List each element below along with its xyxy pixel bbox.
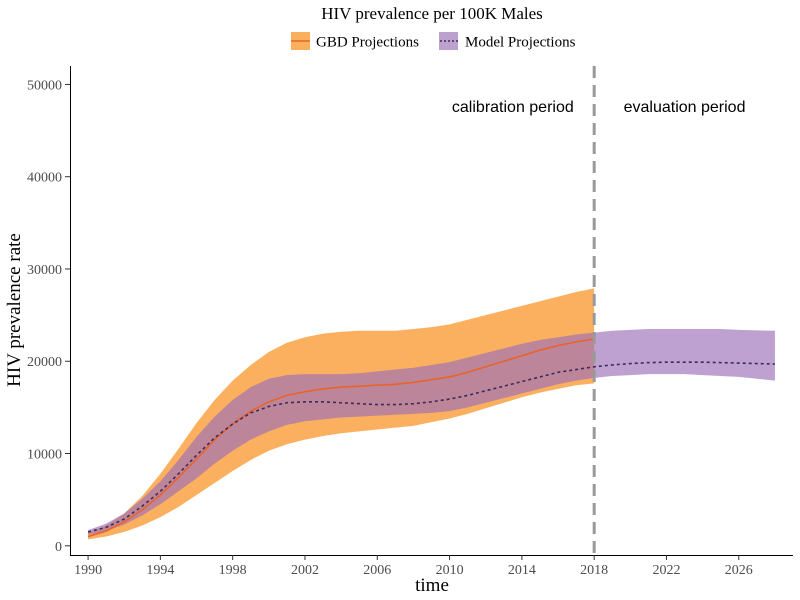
legend-item-gbd: GBD Projections bbox=[291, 32, 419, 51]
band-model bbox=[88, 328, 775, 535]
legend: GBD Projections Model Projections bbox=[291, 32, 576, 51]
x-tick-label: 2010 bbox=[436, 563, 464, 578]
line-model bbox=[87, 361, 775, 533]
x-tick-label: 2026 bbox=[725, 563, 753, 578]
legend-label-gbd: GBD Projections bbox=[316, 35, 419, 51]
bands bbox=[88, 288, 775, 540]
x-axis-title: time bbox=[415, 575, 449, 596]
y-tick-label: 30000 bbox=[27, 263, 62, 278]
y-ticks: 0 10000 20000 30000 40000 50000 bbox=[27, 78, 70, 555]
x-tick-label: 2006 bbox=[363, 563, 391, 578]
y-tick-label: 40000 bbox=[27, 171, 62, 186]
x-ticks: 1990 1994 1998 2002 2006 2010 2014 2018 2022 2026 bbox=[74, 555, 753, 578]
chart-title: HIV prevalence per 100K Males bbox=[321, 4, 543, 23]
y-axis-title: HIV prevalence rate bbox=[4, 233, 25, 387]
y-tick-label: 0 bbox=[55, 540, 62, 555]
y-tick-label: 20000 bbox=[27, 355, 62, 370]
x-tick-label: 1994 bbox=[146, 563, 174, 578]
annotation-evaluation-period: evaluation period bbox=[624, 99, 746, 116]
legend-label-model: Model Projections bbox=[465, 35, 576, 51]
lines bbox=[87, 338, 775, 538]
x-tick-label: 1998 bbox=[219, 563, 247, 578]
y-tick-label: 50000 bbox=[27, 78, 62, 93]
x-tick-label: 2018 bbox=[580, 563, 608, 578]
legend-item-model: Model Projections bbox=[439, 32, 576, 51]
annotation-calibration-period: calibration period bbox=[452, 99, 574, 116]
x-tick-label: 2002 bbox=[291, 563, 319, 578]
x-tick-label: 2014 bbox=[508, 563, 536, 578]
x-tick-label: 1990 bbox=[74, 563, 102, 578]
line-gbd bbox=[87, 338, 595, 538]
x-tick-label: 2022 bbox=[652, 563, 680, 578]
y-tick-label: 10000 bbox=[27, 448, 62, 463]
